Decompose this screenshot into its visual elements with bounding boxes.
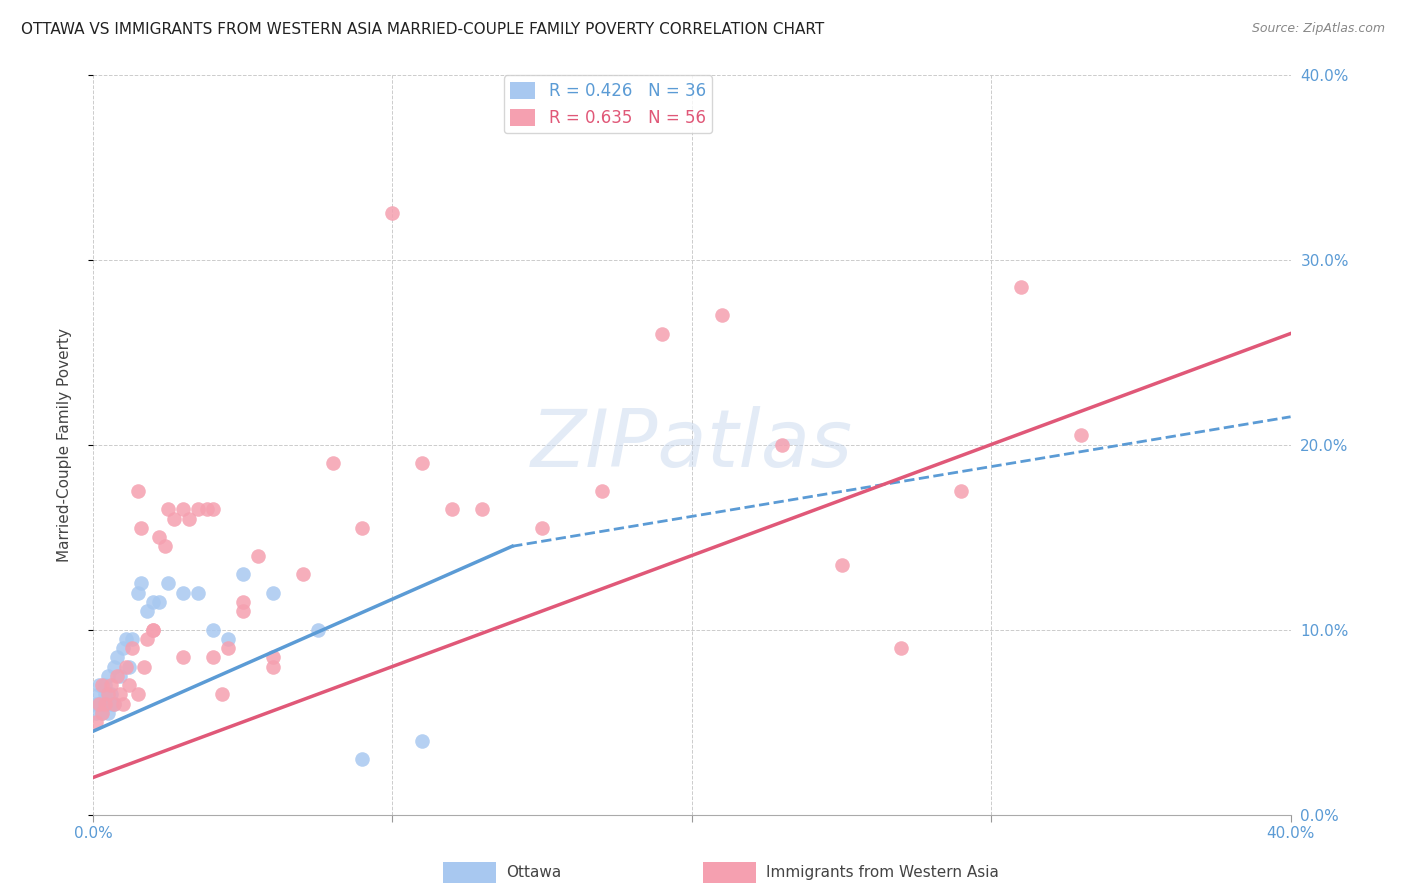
Point [172,585,194,599]
Point [163,511,186,525]
Point [831,558,853,572]
Point [103,697,125,711]
Text: Source: ZipAtlas.com: Source: ZipAtlas.com [1251,22,1385,36]
Point [770,437,793,451]
Point [232,567,254,582]
Point [135,604,157,618]
Point [1010,280,1032,294]
Point [105,669,128,683]
Point [262,659,284,673]
Point [127,585,149,599]
Point [129,576,152,591]
Point [115,659,138,673]
Point [87,697,110,711]
Point [890,640,912,655]
Point [651,326,673,341]
Point [232,595,254,609]
Point [156,576,179,591]
Point [100,697,122,711]
Point [950,483,973,498]
Point [97,687,120,701]
Point [129,521,152,535]
Point [201,502,224,516]
Point [172,502,194,516]
Point [100,678,122,692]
Point [411,456,433,470]
Point [201,650,224,665]
Point [322,456,344,470]
Point [103,697,125,711]
Point [97,706,120,720]
Text: OTTAWA VS IMMIGRANTS FROM WESTERN ASIA MARRIED-COUPLE FAMILY POVERTY CORRELATION: OTTAWA VS IMMIGRANTS FROM WESTERN ASIA M… [21,22,824,37]
Point [100,687,122,701]
Point [135,632,157,646]
Point [142,623,165,637]
Point [172,650,194,665]
Point [91,678,114,692]
Point [352,521,374,535]
Point [118,678,141,692]
Point [291,567,314,582]
Point [307,623,329,637]
Point [177,511,200,525]
Point [103,659,125,673]
Point [381,206,404,220]
Point [121,640,143,655]
Point [411,733,433,747]
Point [91,706,114,720]
Point [187,502,209,516]
Point [201,623,224,637]
Point [108,669,131,683]
Point [262,650,284,665]
Point [132,659,155,673]
Point [441,502,464,516]
Point [531,521,554,535]
Point [142,595,165,609]
Point [187,585,209,599]
Point [87,697,110,711]
Point [127,483,149,498]
Point [94,678,117,692]
Text: Immigrants from Western Asia: Immigrants from Western Asia [766,865,1000,880]
Point [352,752,374,766]
Point [87,678,110,692]
Point [84,706,107,720]
Text: Ottawa: Ottawa [506,865,561,880]
Point [217,640,239,655]
Point [156,502,179,516]
Point [118,659,141,673]
Point [111,640,134,655]
Point [246,549,269,563]
Point [94,697,117,711]
Point [1070,428,1092,442]
Point [232,604,254,618]
Point [148,530,170,544]
Point [211,687,233,701]
Point [87,687,110,701]
Text: ZIPatlas: ZIPatlas [530,406,853,483]
Point [121,632,143,646]
Y-axis label: Married-Couple Family Poverty: Married-Couple Family Poverty [58,327,72,562]
Point [142,623,165,637]
Point [217,632,239,646]
Point [710,308,733,322]
Point [84,697,107,711]
Point [591,483,613,498]
Point [111,697,134,711]
Point [105,650,128,665]
Point [127,687,149,701]
Point [108,687,131,701]
Point [91,697,114,711]
Point [97,669,120,683]
Point [262,585,284,599]
Point [148,595,170,609]
Point [94,687,117,701]
Point [91,706,114,720]
Legend: R = 0.426   N = 36, R = 0.635   N = 56: R = 0.426 N = 36, R = 0.635 N = 56 [503,76,713,134]
Point [84,714,107,729]
Point [471,502,494,516]
Point [115,632,138,646]
Point [195,502,218,516]
Point [153,539,176,553]
